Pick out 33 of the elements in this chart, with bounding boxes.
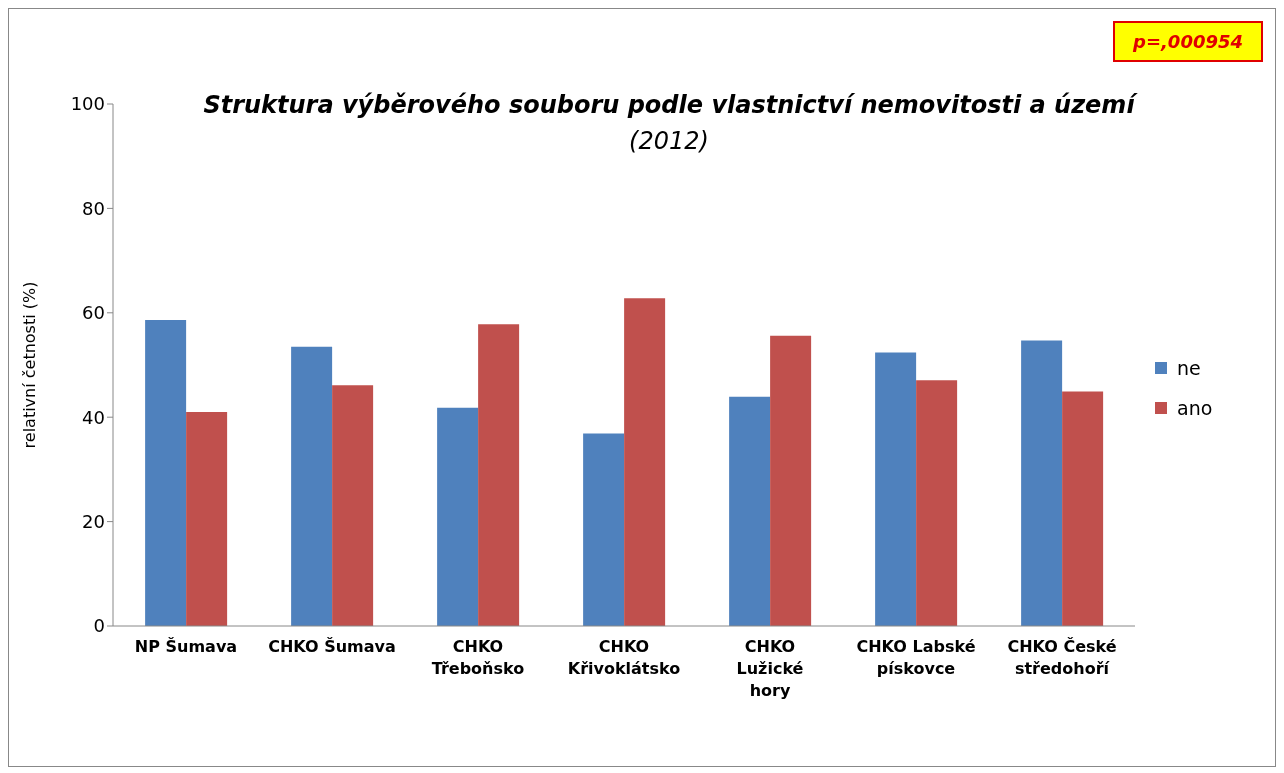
y-tick-label: 100	[70, 93, 105, 115]
bar	[583, 433, 625, 626]
legend-label: ano	[1177, 396, 1213, 419]
y-tick-label: 0	[93, 615, 105, 637]
x-tick-label: CHKO Křivoklátsko	[567, 637, 681, 678]
x-tick-label: CHKO Lužické hory	[736, 637, 804, 700]
bar	[916, 380, 958, 626]
text: (2012)	[628, 126, 710, 157]
y-tick-label: 40	[82, 406, 105, 428]
bar	[186, 411, 228, 626]
x-tick-label: CHKO Třeboňsko	[431, 637, 525, 678]
y-tick-label: 80	[82, 197, 105, 219]
legend-label: ne	[1177, 356, 1201, 379]
text: p=,000954	[1113, 21, 1263, 62]
y-tick-label: 20	[82, 510, 105, 532]
chart-title: Struktura výběrového souboru podle vlastnictví nemovitosti a území	[202, 90, 1139, 121]
bar	[624, 298, 666, 626]
bar	[145, 320, 187, 626]
bar	[332, 385, 374, 626]
y-tick-label: 60	[82, 302, 105, 324]
bar	[1062, 391, 1104, 626]
bar	[729, 396, 771, 626]
bar	[1021, 340, 1063, 626]
bar	[478, 324, 520, 626]
bar	[291, 346, 333, 626]
bar	[875, 352, 917, 626]
bar	[770, 335, 812, 626]
y-axis-title: relativní četnosti (%)	[19, 281, 39, 449]
bar	[437, 407, 479, 626]
x-tick-label: CHKO Šumava	[268, 637, 396, 656]
x-tick-label: CHKO České středohoří	[1007, 637, 1117, 678]
x-tick-label: CHKO Labské pískovce	[856, 637, 976, 678]
x-tick-label: NP Šumava	[134, 637, 238, 656]
